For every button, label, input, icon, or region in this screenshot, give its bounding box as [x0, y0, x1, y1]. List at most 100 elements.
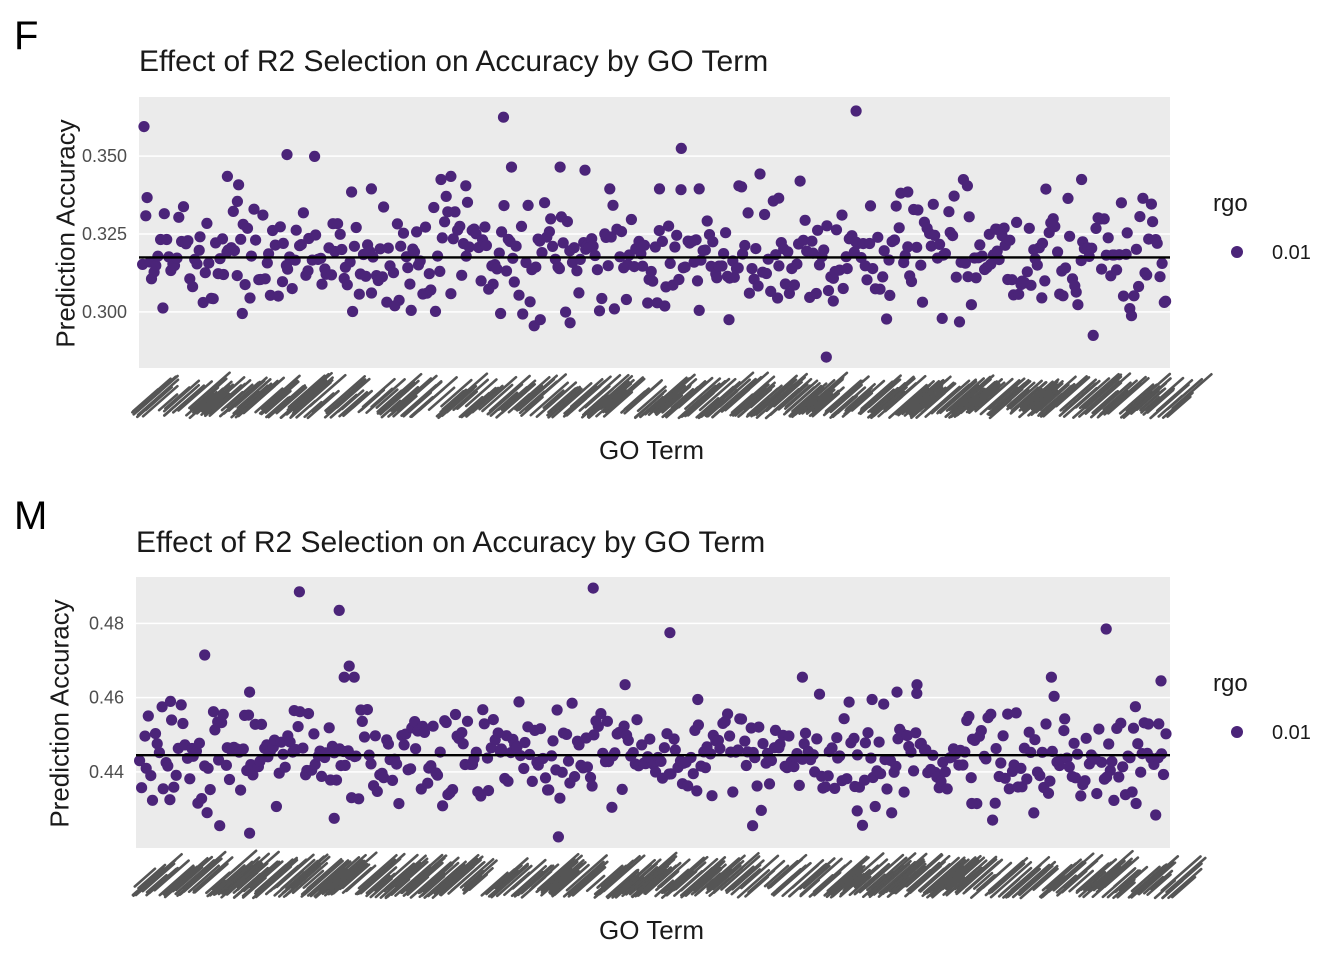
x-tick-label: [192, 392, 215, 412]
data-point: [339, 759, 351, 771]
data-point: [348, 671, 360, 683]
x-tick-label: [693, 868, 723, 894]
data-point: [245, 250, 257, 262]
x-tick-label: [734, 397, 757, 417]
data-point: [358, 731, 371, 743]
x-tick-label: [1018, 383, 1058, 419]
data-point: [244, 686, 256, 698]
x-tick-label: [1165, 856, 1207, 894]
x-tick-label: [131, 377, 172, 414]
data-point: [228, 245, 240, 257]
data-point: [826, 742, 838, 754]
data-point: [439, 216, 451, 228]
data-point: [1002, 708, 1014, 720]
x-tick-label-band: [131, 849, 1207, 900]
x-tick-label: [752, 869, 776, 890]
x-tick-label: [225, 862, 264, 896]
x-tick-label: [877, 382, 918, 418]
data-point: [693, 183, 705, 195]
data-point: [927, 198, 939, 210]
x-tick-label: [783, 379, 819, 410]
x-tick-label: [1019, 864, 1059, 900]
x-tick-label: [208, 379, 252, 418]
x-tick-label: [480, 871, 509, 897]
data-point: [699, 762, 712, 774]
x-tick-label: [1084, 375, 1123, 410]
data-point: [203, 257, 215, 269]
data-point: [1057, 290, 1069, 302]
x-tick-label: [1107, 376, 1150, 415]
data-point: [341, 279, 353, 291]
x-tick-label: [302, 869, 325, 890]
data-point: [235, 233, 247, 245]
data-point: [161, 233, 173, 246]
x-tick-label: [811, 393, 834, 413]
x-tick-label: [806, 371, 849, 409]
data-point: [653, 225, 665, 237]
x-tick-label: [602, 390, 634, 418]
data-point: [827, 295, 839, 307]
x-tick-label: [513, 870, 545, 898]
data-point: [883, 254, 895, 266]
data-point: [963, 211, 975, 223]
data-point: [374, 243, 386, 255]
x-tick-label: [1010, 386, 1040, 412]
x-tick-label: [815, 386, 845, 413]
x-tick-label: [772, 380, 803, 408]
x-tick-label: [761, 382, 789, 408]
data-point: [156, 701, 168, 713]
data-point: [754, 168, 766, 180]
x-tick-label: [1112, 869, 1140, 894]
x-tick-label: [394, 863, 432, 897]
data-point: [157, 302, 169, 314]
data-point: [763, 778, 776, 790]
data-point: [728, 271, 740, 283]
x-tick-label: [254, 387, 284, 414]
x-tick-label: [313, 868, 347, 898]
x-tick-label: [1116, 881, 1136, 899]
x-tick-label: [867, 378, 902, 409]
x-tick-label: [551, 877, 574, 898]
x-tick-label: [602, 382, 633, 409]
data-point: [618, 720, 630, 732]
x-tick-label: [220, 872, 250, 899]
data-point: [398, 739, 410, 751]
x-tick-label: [524, 380, 558, 411]
data-point: [999, 772, 1011, 784]
data-point: [338, 671, 350, 683]
data-point: [1028, 807, 1040, 819]
data-point: [1036, 237, 1049, 249]
data-point: [631, 714, 643, 726]
x-tick-label: [439, 865, 475, 897]
data-point: [1137, 192, 1149, 204]
x-tick-label: [300, 864, 337, 896]
data-point: [595, 708, 607, 720]
data-point: [864, 237, 876, 250]
data-point: [1111, 264, 1123, 276]
data-point: [1090, 222, 1102, 234]
data-point: [773, 192, 785, 204]
data-point: [182, 235, 194, 247]
data-point: [821, 220, 833, 232]
data-point: [534, 723, 547, 735]
x-tick-label: [380, 372, 423, 410]
data-point: [199, 267, 211, 279]
data-point: [1076, 173, 1088, 186]
chart-title: Effect of R2 Selection on Accuracy by GO…: [136, 526, 766, 559]
x-tick-label: [380, 399, 402, 419]
x-tick-label: [341, 863, 371, 890]
x-tick-label: [763, 864, 790, 888]
data-point: [1126, 786, 1138, 798]
x-tick-label: [390, 878, 411, 896]
data-point: [427, 720, 439, 732]
x-tick-label: [459, 857, 495, 889]
x-tick-label: [269, 395, 292, 415]
data-point: [536, 247, 548, 259]
data-point: [843, 696, 855, 708]
x-tick-label: [802, 864, 831, 890]
x-tick-label: [410, 396, 434, 417]
data-point: [739, 735, 751, 747]
data-point: [397, 227, 410, 239]
data-point: [1127, 722, 1140, 734]
data-point: [330, 774, 343, 786]
